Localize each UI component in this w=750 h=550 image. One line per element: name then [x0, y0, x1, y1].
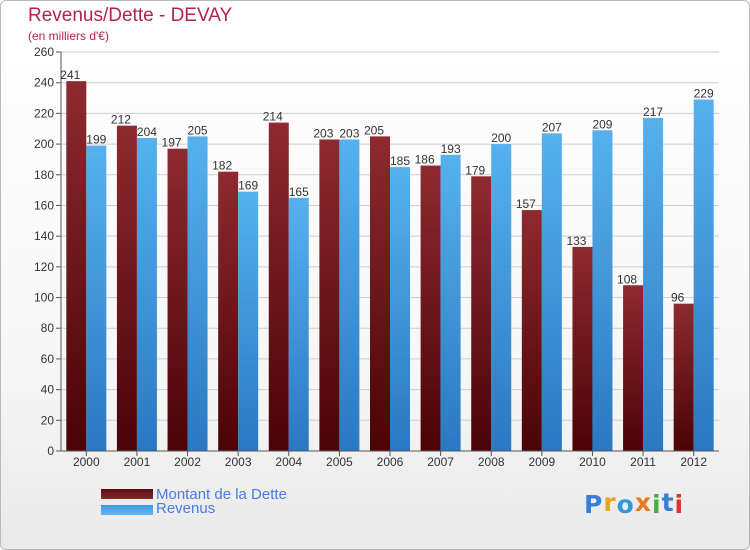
y-tick-label: 80: [41, 321, 55, 335]
bar-debt: [319, 139, 340, 451]
bar-revenue: [339, 139, 360, 451]
value-label-revenue: 203: [339, 126, 359, 140]
y-tick-label: 120: [34, 260, 54, 274]
value-label-debt: 182: [212, 159, 232, 173]
value-label-revenue: 229: [694, 87, 714, 101]
value-label-debt: 96: [671, 291, 685, 305]
value-label-debt: 186: [415, 153, 435, 167]
value-label-debt: 203: [313, 126, 333, 140]
value-label-revenue: 205: [188, 123, 208, 137]
value-label-revenue: 165: [289, 185, 309, 199]
x-tick-label: 2011: [630, 455, 656, 469]
logo-letter: P: [584, 490, 604, 519]
bar-revenue: [643, 117, 664, 451]
legend-label-revenue: Revenus: [156, 500, 216, 517]
y-tick-label: 260: [34, 45, 54, 59]
y-tick-label: 0: [47, 444, 54, 458]
proxiti-logo: Proxiti: [584, 488, 685, 519]
value-label-revenue: 217: [643, 105, 663, 119]
logo-letter: t: [661, 488, 675, 517]
y-tick-label: 220: [34, 106, 54, 120]
bar-revenue: [86, 145, 107, 451]
bar-revenue: [187, 136, 208, 451]
value-label-debt: 179: [465, 163, 485, 177]
y-tick-label: 160: [34, 198, 54, 212]
legend-swatch-revenue: [101, 505, 153, 515]
value-label-debt: 205: [364, 123, 384, 137]
value-label-debt: 108: [617, 272, 637, 286]
bar-debt: [572, 246, 593, 451]
value-label-debt: 214: [263, 110, 283, 124]
bar-debt: [673, 303, 694, 451]
chart-subtitle: (en milliers d'€): [28, 29, 109, 43]
bar-debt: [370, 136, 390, 451]
value-label-debt: 157: [516, 197, 536, 211]
x-tick-label: 2006: [377, 455, 404, 469]
x-tick-label: 2000: [73, 455, 100, 469]
bar-debt: [420, 165, 441, 452]
bar-debt: [167, 148, 188, 451]
bar-revenue: [693, 99, 714, 452]
bar-revenue: [390, 167, 410, 451]
bar-debt: [521, 210, 542, 451]
value-label-debt: 212: [111, 113, 131, 127]
value-label-debt: 241: [60, 68, 80, 82]
y-tick-label: 180: [34, 168, 54, 182]
legend-label-debt: Montant de la Dette: [156, 486, 287, 503]
bar-debt: [268, 122, 289, 451]
bar-revenue: [238, 191, 259, 451]
value-label-debt: 197: [162, 136, 182, 150]
x-tick-label: 2010: [579, 455, 606, 469]
bar-debt: [66, 81, 87, 452]
logo-letter: i: [652, 490, 662, 519]
y-tick-label: 20: [41, 413, 55, 427]
bar-debt: [471, 176, 492, 452]
value-label-revenue: 193: [441, 142, 461, 156]
x-tick-label: 2008: [478, 455, 505, 469]
bar-revenue: [541, 133, 562, 452]
value-label-revenue: 209: [592, 117, 612, 131]
bar-revenue: [440, 154, 461, 452]
y-tick-label: 240: [34, 76, 54, 90]
logo-letter: x: [634, 488, 652, 517]
value-label-revenue: 200: [491, 131, 511, 145]
bar-revenue: [136, 137, 157, 451]
y-tick-label: 40: [41, 383, 55, 397]
value-label-revenue: 204: [137, 125, 157, 139]
x-tick-label: 2004: [275, 455, 302, 469]
value-label-debt: 133: [566, 234, 586, 248]
y-tick-label: 60: [41, 352, 55, 366]
x-tick-label: 2005: [326, 455, 353, 469]
value-label-revenue: 199: [86, 133, 106, 147]
x-tick-label: 2001: [124, 455, 151, 469]
x-tick-label: 2002: [174, 455, 201, 469]
y-tick-label: 200: [34, 137, 54, 151]
logo-letter: o: [616, 490, 635, 519]
bar-debt: [218, 171, 239, 451]
y-tick-label: 100: [34, 291, 54, 305]
bar-revenue: [491, 144, 512, 452]
value-label-revenue: 185: [390, 154, 410, 168]
value-label-revenue: 169: [238, 179, 258, 193]
y-tick-label: 140: [34, 229, 54, 243]
x-tick-label: 2009: [528, 455, 555, 469]
chart-title: Revenus/Dette - DEVAY: [28, 5, 233, 26]
legend-swatch-debt: [101, 489, 153, 499]
x-tick-label: 2012: [680, 455, 707, 469]
logo-letter: i: [674, 490, 685, 519]
x-tick-label: 2003: [225, 455, 252, 469]
bar-revenue: [288, 197, 309, 451]
bar-debt: [623, 285, 644, 451]
x-tick-label: 2007: [427, 455, 454, 469]
bar-revenue: [592, 130, 613, 451]
bar-debt: [116, 125, 137, 452]
logo-letter: r: [603, 488, 617, 517]
value-label-revenue: 207: [542, 120, 562, 134]
